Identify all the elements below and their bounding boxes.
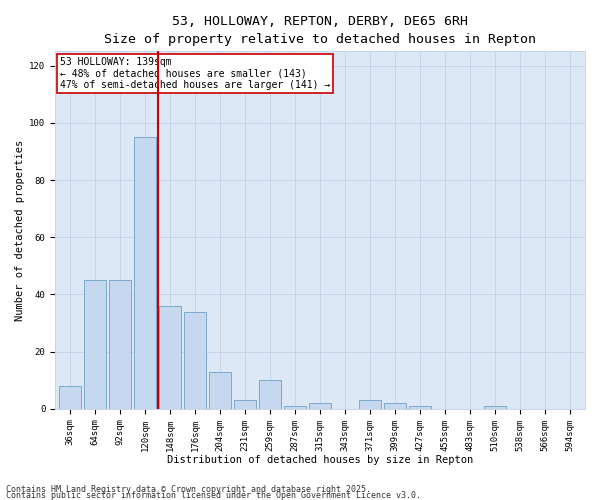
Bar [259,380,281,409]
Title: 53, HOLLOWAY, REPTON, DERBY, DE65 6RH
Size of property relative to detached hous: 53, HOLLOWAY, REPTON, DERBY, DE65 6RH Si… [104,15,536,46]
Bar [235,400,256,409]
Bar [134,137,155,409]
Y-axis label: Number of detached properties: Number of detached properties [15,140,25,320]
Text: Contains HM Land Registry data © Crown copyright and database right 2025.: Contains HM Land Registry data © Crown c… [6,484,371,494]
Bar [209,372,230,409]
Bar [409,406,431,409]
Text: 53 HOLLOWAY: 139sqm
← 48% of detached houses are smaller (143)
47% of semi-detac: 53 HOLLOWAY: 139sqm ← 48% of detached ho… [61,56,331,90]
Bar [385,403,406,409]
Text: Contains public sector information licensed under the Open Government Licence v3: Contains public sector information licen… [6,491,421,500]
X-axis label: Distribution of detached houses by size in Repton: Distribution of detached houses by size … [167,455,473,465]
Bar [85,280,106,409]
Bar [284,406,305,409]
Bar [184,312,206,409]
Bar [359,400,380,409]
Bar [484,406,506,409]
Bar [160,306,181,409]
Bar [310,403,331,409]
Bar [59,386,80,409]
Bar [109,280,131,409]
